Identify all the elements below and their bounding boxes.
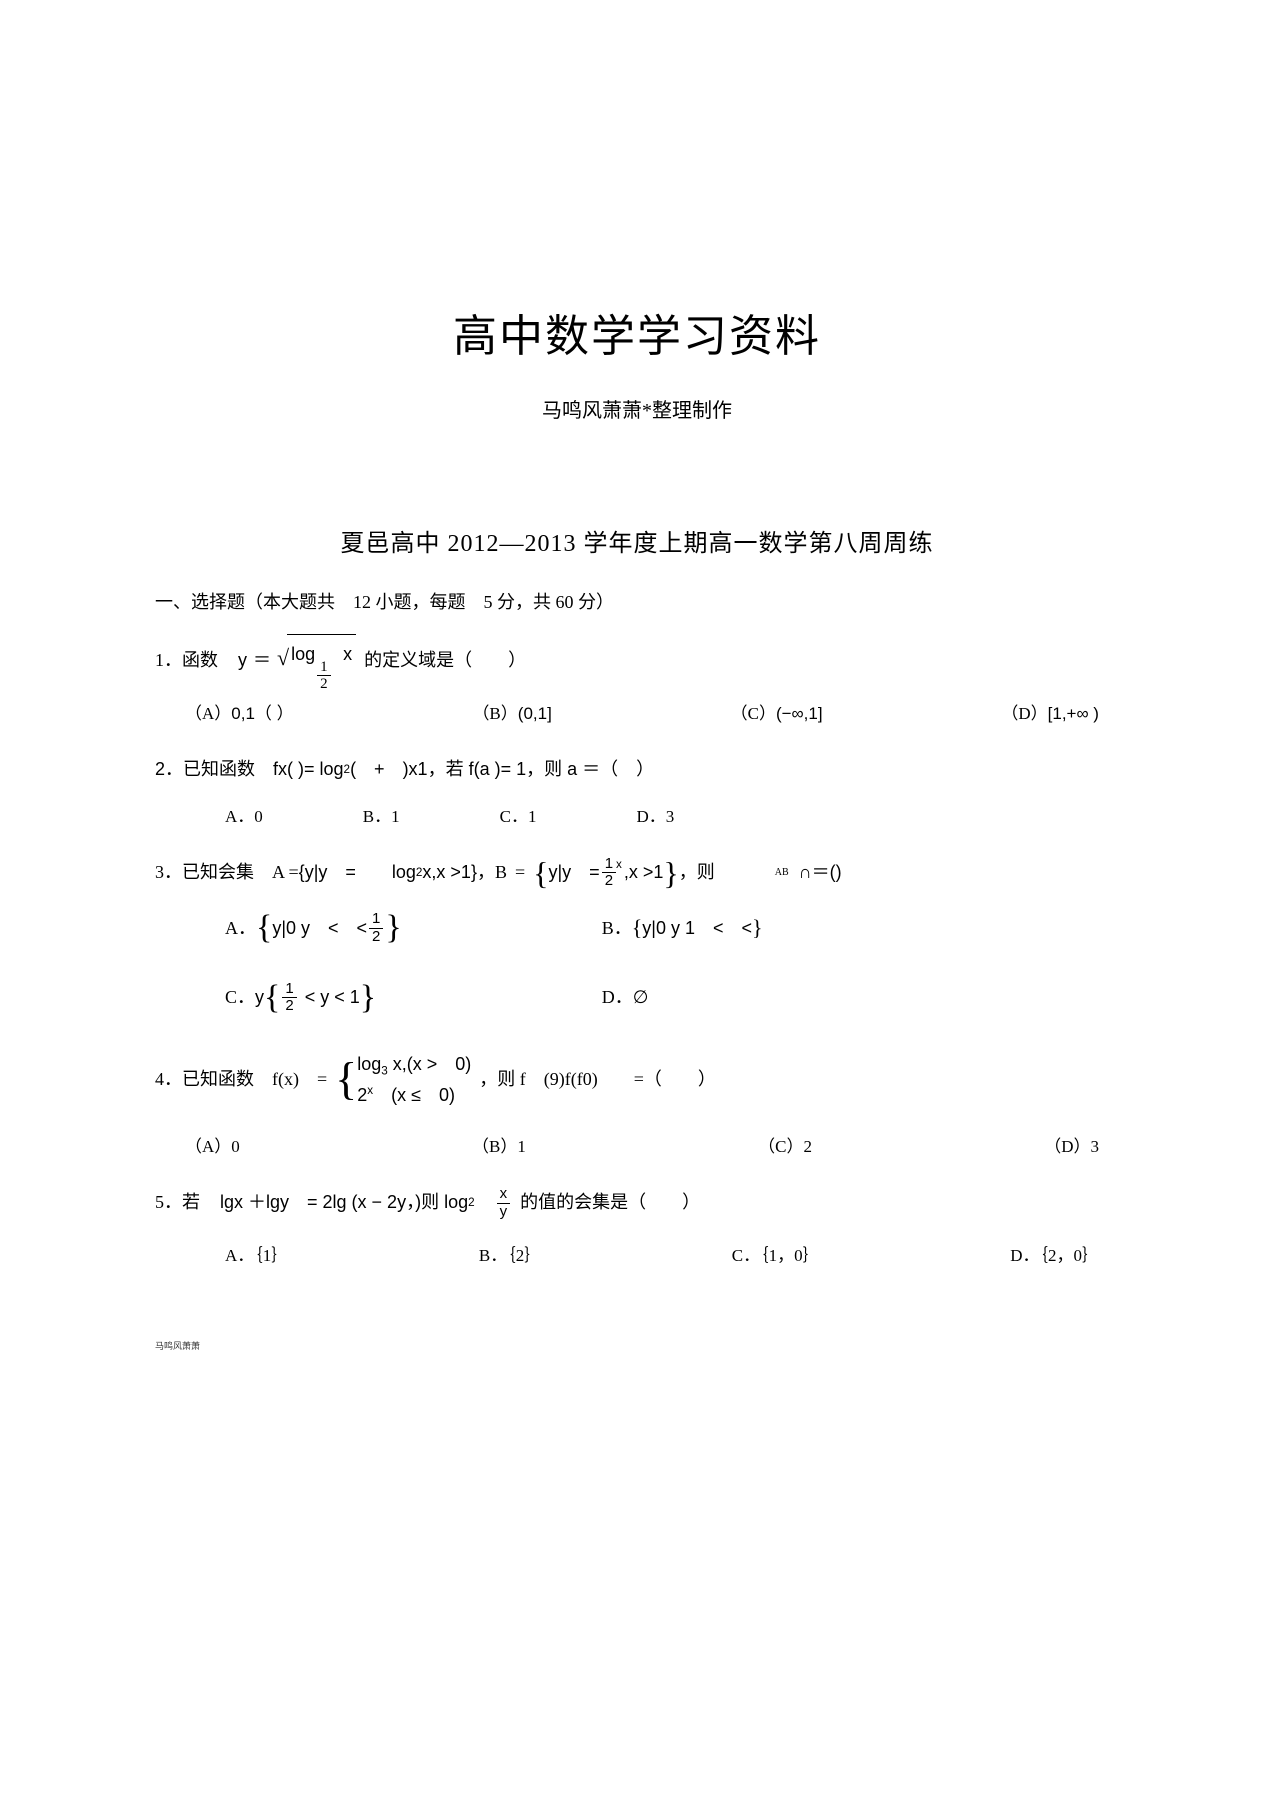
q2-prefix: 2．已知函数 fx( )= log bbox=[155, 750, 344, 790]
question-4: 4．已知函数 f(x) = { log3 x,(x > 0) 2x (x ≤ 0… bbox=[155, 1050, 1119, 1166]
q3-optC-label: C． bbox=[225, 978, 255, 1018]
q5-frac-num: x bbox=[497, 1186, 511, 1203]
q1-half-den: 2 bbox=[317, 675, 331, 693]
sqrt-icon: log12 x bbox=[277, 634, 356, 687]
q2-optD: D．3 bbox=[636, 798, 674, 835]
optC: (−∞,1] bbox=[776, 704, 823, 723]
question-2: 2．已知函数 fx( )= log2 ( + )x1，若 f(a )= 1，则 … bbox=[155, 750, 1119, 835]
q1-options: （A）0,1（ ） （B）(0,1] （C）(−∞,1] （D）[1,+∞ ) bbox=[155, 695, 1119, 732]
q3-optC-y: y bbox=[255, 978, 264, 1018]
q3-optC-body: < y < 1 bbox=[305, 978, 360, 1018]
q4-optA: （A）0 bbox=[185, 1128, 240, 1165]
q1-log: log bbox=[291, 644, 315, 664]
q4-mid: ，则 f (9)f(f0) =（ ） bbox=[479, 1060, 716, 1100]
q3-setB-body1: y|y = bbox=[549, 853, 600, 893]
brace-icon: { bbox=[335, 1061, 357, 1098]
q2-optB: B．1 bbox=[363, 798, 400, 835]
sub-title: 马鸣风萧萧*整理制作 bbox=[155, 394, 1119, 423]
q3-optD-label: D． bbox=[602, 978, 633, 1018]
q3-optB-label: B． bbox=[602, 909, 632, 949]
optB: (0,1] bbox=[518, 704, 552, 723]
q1-half-num: 1 bbox=[317, 659, 331, 676]
q3-setA-body: y|y = log bbox=[305, 853, 416, 893]
exam-title: 夏邑高中 2012—2013 学年度上期高一数学第八周周练 bbox=[155, 523, 1119, 558]
optD-label: （D） bbox=[1001, 704, 1047, 723]
q3-xsup: x bbox=[616, 852, 622, 878]
q3-prefix: 3．已知会集 A = bbox=[155, 853, 299, 893]
q2-mid: ( + )x1，若 f(a )= 1，则 a ＝（ ） bbox=[350, 750, 654, 790]
q3-optC-num: 1 bbox=[282, 981, 296, 998]
q5-optC: C．｛1，0｝ bbox=[732, 1237, 820, 1274]
q3-optA-den: 2 bbox=[369, 928, 383, 946]
q5-optA: A．｛1｝ bbox=[225, 1237, 288, 1274]
optD: [1,+∞ ) bbox=[1048, 704, 1099, 723]
q1-x: x bbox=[343, 644, 352, 664]
question-5: 5．若 lgx ＋lgy = 2lg (x − 2y，)则 log2 xy 的值… bbox=[155, 1183, 1119, 1274]
question-1: 1．函数 y ＝ log12 x 的定义域是（ ） （A）0,1（ ） （B）(… bbox=[155, 634, 1119, 732]
q1-prefix: 1．函数 bbox=[155, 641, 218, 681]
q5-optD: D．｛2，0｝ bbox=[1010, 1237, 1099, 1274]
q1-y: y bbox=[238, 641, 247, 681]
q3-setB-den: 2 bbox=[602, 872, 616, 890]
footer-watermark: 马鸣风萧萧 bbox=[155, 1339, 200, 1352]
q3-comma: ，B bbox=[477, 853, 507, 893]
q3-cap: ∩＝ bbox=[799, 853, 830, 893]
q3-setB-tail: ,x >1 bbox=[624, 853, 664, 893]
q3-setA-tail: x,x >1 bbox=[422, 853, 471, 893]
q5-prefix: 5．若 bbox=[155, 1183, 200, 1223]
q3-suffix: ，则 bbox=[679, 853, 715, 893]
q5-suffix: 的值的会集是（ ） bbox=[520, 1183, 700, 1223]
q4-options: （A）0 （B）1 （C）2 （D）3 bbox=[155, 1128, 1119, 1165]
q4-prefix: 4．已知函数 f(x) = bbox=[155, 1060, 327, 1100]
q5-lhs: lgx ＋lgy = 2lg (x − 2y，)则 log bbox=[220, 1183, 468, 1223]
optA-label: （A） bbox=[185, 704, 231, 723]
q4-optD: （D）3 bbox=[1044, 1128, 1099, 1165]
q4-case1-tail: x,(x > 0) bbox=[388, 1054, 472, 1074]
main-title: 高中数学学习资料 bbox=[155, 300, 1119, 364]
question-3: 3．已知会集 A = { y|y = log2x,x >1 } ，B = { y… bbox=[155, 853, 1119, 1024]
section-header: 一、选择题（本大题共 12 小题，每题 5 分，共 60 分） bbox=[155, 588, 1119, 614]
q4-optC: （C）2 bbox=[758, 1128, 812, 1165]
q4-case2-tail: (x ≤ 0) bbox=[373, 1085, 455, 1105]
q4-optB: （B）1 bbox=[472, 1128, 526, 1165]
q1-eq: ＝ bbox=[253, 641, 271, 681]
q1-suffix: 的定义域是（ ） bbox=[364, 641, 526, 681]
q3-optA-num: 1 bbox=[369, 911, 383, 928]
optC-label: （C） bbox=[731, 704, 776, 723]
q5-options: A．｛1｝ B．｛2｝ C．｛1，0｝ D．｛2，0｝ bbox=[155, 1237, 1119, 1274]
q3-ab: AB bbox=[775, 862, 789, 884]
q3-optA-label: A． bbox=[225, 909, 256, 949]
q3-eq2: = bbox=[515, 853, 525, 893]
q2-optA: A．0 bbox=[225, 798, 263, 835]
q4-case2: 2 bbox=[357, 1085, 367, 1105]
optA: 0,1（ ） bbox=[231, 704, 293, 723]
q3-optD: ∅ bbox=[633, 978, 649, 1018]
q5-optB: B．｛2｝ bbox=[479, 1237, 541, 1274]
q4-case1: log bbox=[357, 1054, 381, 1074]
q3-optB-body: y|0 y 1 < < bbox=[642, 909, 752, 949]
q3-optA-body: y|0 y < < bbox=[272, 909, 367, 949]
optB-label: （B） bbox=[472, 704, 517, 723]
q5-frac-den: y bbox=[497, 1203, 511, 1221]
q3-setB-num: 1 bbox=[602, 856, 616, 873]
q2-options: A．0 B．1 C．1 D．3 bbox=[155, 798, 1119, 835]
q3-paren: () bbox=[830, 853, 842, 893]
q2-optC: C．1 bbox=[500, 798, 537, 835]
q5-base: 2 bbox=[468, 1190, 475, 1216]
q3-optC-den: 2 bbox=[282, 997, 296, 1015]
